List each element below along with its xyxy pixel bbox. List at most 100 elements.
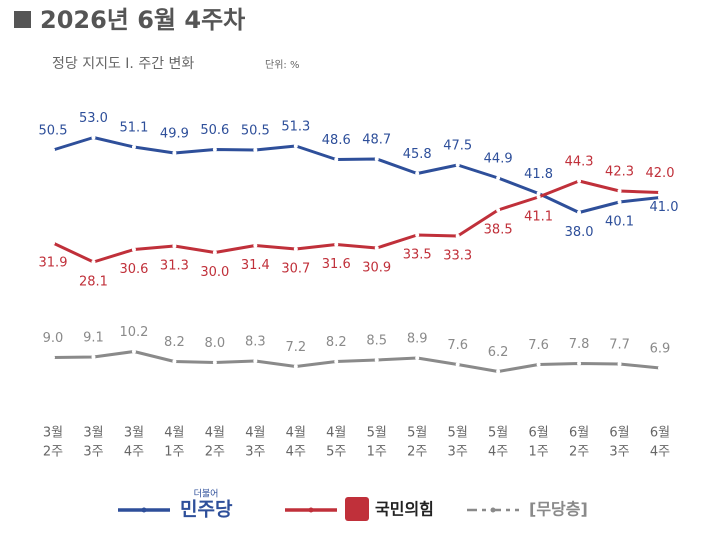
legend-label: [무당층] [529,500,588,519]
point [51,355,55,360]
legend-dot [490,507,496,513]
point [253,359,258,363]
x-tick-label: 3주 [448,445,468,460]
chart-title: 2026년 6월 4주차 [40,6,245,34]
point [212,250,217,255]
point [212,360,217,365]
point [536,191,541,196]
value-label: 30.7 [281,262,310,277]
point [617,189,622,193]
point [415,356,420,360]
value-label: 50.5 [241,124,270,139]
point [172,359,177,364]
value-label: 50.6 [200,123,229,138]
value-label: 6.9 [650,342,671,357]
value-label: 8.0 [205,336,226,351]
point [212,147,217,152]
x-tick-label: 3주 [245,445,265,460]
value-label: 41.0 [650,200,679,215]
legend-icon [345,497,369,521]
x-tick-label: 5월 [488,426,508,441]
value-label: 45.8 [403,147,432,162]
value-label: 42.3 [605,165,634,180]
point [374,246,379,250]
point [617,362,622,366]
value-label: 44.9 [484,152,513,167]
value-label: 49.9 [160,127,189,142]
x-tick-label: 5주 [326,445,346,460]
value-label: 7.6 [447,338,468,353]
x-tick-label: 4주 [124,445,144,460]
point [293,247,298,251]
point [496,208,501,212]
point [415,171,420,176]
value-label: 48.6 [322,133,351,148]
legend-label: 민주당 [180,499,233,521]
value-label: 8.9 [407,332,428,347]
point [496,176,501,180]
value-label: 7.8 [569,337,590,352]
series-line [52,136,661,214]
x-tick-label: 4월 [326,426,346,441]
point [455,234,460,238]
point [91,135,96,140]
point [536,362,541,367]
value-label: 33.3 [443,249,472,264]
x-tick-label: 4주 [286,445,306,460]
series-line [52,179,661,264]
point [91,355,96,359]
value-label: 6.2 [488,345,509,360]
value-label: 30.6 [119,262,148,277]
x-tick-label: 5월 [448,426,468,441]
point [51,148,55,152]
point [496,369,501,374]
value-label: 8.2 [164,335,185,350]
value-label: 8.3 [245,335,266,350]
x-tick-label: 2주 [43,445,63,460]
legend-prefix: 더불어 [194,489,219,500]
value-label: 38.5 [484,223,513,238]
x-tick-label: 2주 [569,445,589,460]
point [415,233,420,237]
x-tick-label: 5월 [367,426,387,441]
point [334,242,339,247]
value-label: 31.6 [322,257,351,272]
x-tick-label: 5월 [407,426,427,441]
value-label: 7.7 [609,338,630,353]
x-tick-label: 3월 [124,426,144,441]
legend-label: 국민의힘 [375,500,434,519]
value-label: 28.1 [79,275,108,290]
point [131,145,136,149]
point [577,179,582,183]
x-tick-label: 4주 [650,445,670,460]
x-tick-label: 6월 [650,426,670,441]
point [51,241,55,245]
point [577,210,582,215]
value-label: 48.7 [362,133,391,148]
value-label: 9.1 [83,331,104,346]
point [172,151,177,155]
legend-dot [141,507,147,513]
point [131,247,136,252]
value-label: 8.5 [366,334,387,349]
point [536,195,541,199]
x-tick-label: 1주 [367,445,387,460]
point [172,244,177,248]
x-tick-label: 6월 [528,426,548,441]
value-label: 8.2 [326,335,347,350]
subtitle: 정당 지지도 Ⅰ. 주간 변화 [52,56,194,72]
point [253,148,258,152]
x-tick-label: 3월 [43,426,63,441]
point [293,144,298,148]
value-label: 9.0 [43,331,64,346]
value-label: 7.6 [528,338,549,353]
x-tick-label: 4월 [205,426,225,441]
value-label: 44.3 [565,155,594,170]
point [131,349,136,354]
value-label: 41.8 [524,167,553,182]
x-tick-label: 2주 [407,445,427,460]
value-label: 10.2 [119,325,148,340]
x-tick-label: 6월 [569,426,589,441]
value-label: 42.0 [646,166,675,181]
